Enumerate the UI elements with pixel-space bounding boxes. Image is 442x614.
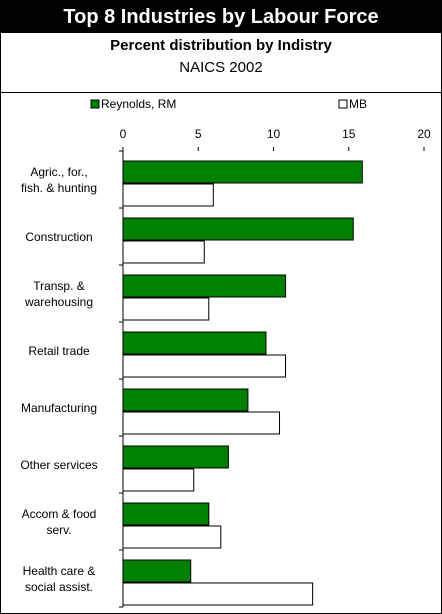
y-tick-label: Agric., for., fish. & hunting: [20, 164, 98, 195]
x-tick-label: 20: [417, 127, 431, 141]
bar: [122, 388, 249, 412]
legend-swatch: [338, 99, 348, 109]
bar: [122, 160, 363, 184]
chart-note: NAICS 2002: [179, 59, 263, 76]
chart-title: Top 8 Industries by Labour Force: [1, 1, 441, 33]
bar: [122, 331, 267, 355]
bar: [122, 525, 222, 549]
y-tick-label: Health care & social assist.: [22, 563, 96, 594]
y-tick-label: Manufacturing: [20, 400, 98, 415]
bar: [122, 183, 214, 207]
legend-label: MB: [349, 97, 367, 111]
divider: [1, 92, 441, 93]
bar: [122, 240, 205, 264]
chart-subtitle: Percent distribution by Indistry: [110, 37, 332, 54]
x-tick-label: 10: [267, 127, 281, 141]
y-tick-label: Other services: [20, 457, 98, 472]
bar: [122, 559, 192, 583]
bar: [122, 411, 281, 435]
bar: [122, 274, 287, 298]
bar: [122, 297, 210, 321]
x-tick-label: 0: [120, 127, 127, 141]
y-tick-label: Construction: [25, 229, 93, 244]
bar: [122, 354, 287, 378]
y-tick-label: Retail trade: [28, 343, 90, 358]
y-tick-label: Accom & food serv.: [21, 506, 97, 537]
y-tick-label: Transp. & warehousing: [24, 278, 94, 309]
bar: [122, 468, 195, 492]
legend-swatch: [90, 99, 100, 109]
bar: [122, 445, 229, 469]
x-tick-label: 15: [342, 127, 356, 141]
bar: [122, 217, 354, 241]
bar: [122, 502, 210, 526]
bar: [122, 582, 314, 606]
x-tick-label: 5: [195, 127, 202, 141]
legend-label: Reynolds, RM: [101, 97, 176, 111]
